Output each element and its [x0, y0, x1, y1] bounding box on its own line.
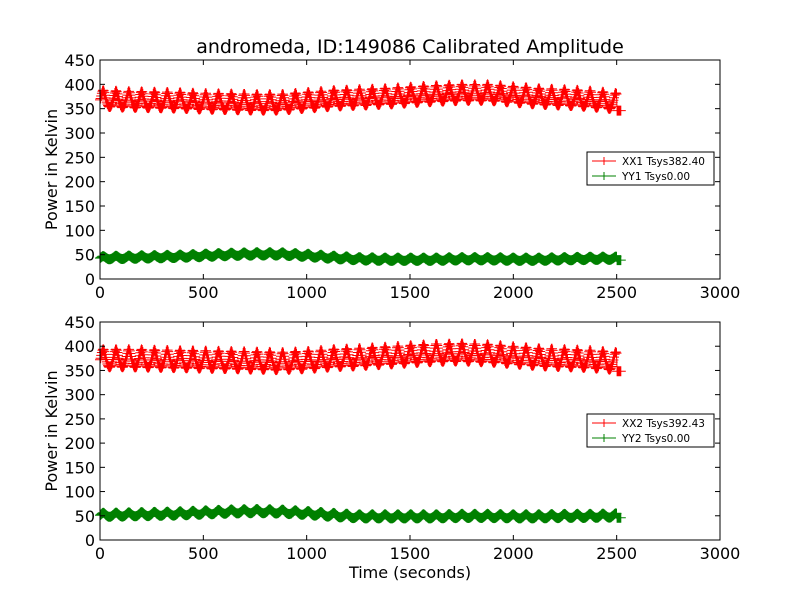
x-tick-label: 0	[95, 544, 105, 563]
legend: XX1 Tsys382.40 YY1 Tsys0.00	[586, 151, 715, 186]
y-tick-label: 450	[64, 313, 95, 332]
y-tick-label: 50	[75, 507, 95, 526]
y-tick-label: 300	[64, 124, 95, 143]
legend-label: YY2 Tsys0.00	[621, 433, 690, 445]
x-tick-label: 3000	[700, 283, 741, 302]
series-xx	[95, 338, 626, 377]
y-tick-label: 100	[64, 221, 95, 240]
x-tick-label: 2000	[493, 544, 534, 563]
chart-title: andromeda, ID:149086 Calibrated Amplitud…	[196, 36, 624, 58]
series-line	[99, 342, 621, 372]
x-tick-label: 1000	[286, 283, 327, 302]
x-tick-label: 2000	[493, 283, 534, 302]
y-tick-label: 200	[64, 173, 95, 192]
legend: XX2 Tsys392.43 YY2 Tsys0.00	[586, 413, 715, 448]
series-line	[99, 508, 621, 519]
y-tick-label: 350	[64, 361, 95, 380]
x-tick-label: 0	[95, 283, 105, 302]
x-tick-label: 500	[188, 283, 219, 302]
series-line	[99, 251, 621, 262]
y-tick-label: 250	[64, 410, 95, 429]
series-yy	[95, 504, 626, 524]
y-tick-label: 350	[64, 100, 95, 119]
legend-label: XX1 Tsys382.40	[622, 156, 705, 168]
y-tick-label: 250	[64, 148, 95, 167]
y-tick-label: 50	[75, 246, 95, 265]
x-tick-label: 2500	[596, 544, 637, 563]
legend-label: YY1 Tsys0.00	[621, 171, 690, 183]
y-tick-label: 400	[64, 75, 95, 94]
x-axis-label: Time (seconds)	[348, 563, 471, 582]
x-tick-label: 1000	[286, 544, 327, 563]
series-line	[99, 83, 621, 112]
legend-label: XX2 Tsys392.43	[622, 418, 705, 430]
x-tick-label: 1500	[390, 544, 431, 563]
y-tick-label: 300	[64, 386, 95, 405]
y-tick-label: 150	[64, 197, 95, 216]
x-tick-label: 3000	[700, 544, 741, 563]
y-tick-label: 100	[64, 483, 95, 502]
x-tick-label: 1500	[390, 283, 431, 302]
top-panel: 0 500 1000 1500 2000 2500 30000501001502002503…	[42, 51, 740, 302]
legend-box	[586, 151, 715, 186]
x-tick-label: 2500	[596, 283, 637, 302]
y-tick-label: 0	[85, 270, 95, 289]
y-tick-label: 150	[64, 458, 95, 477]
y-axis-label: Power in Kelvin	[42, 109, 61, 230]
y-tick-label: 200	[64, 434, 95, 453]
y-axis-label: Power in Kelvin	[42, 370, 61, 491]
legend-box	[586, 413, 715, 448]
y-tick-label: 0	[85, 531, 95, 550]
bottom-panel: 0 500 1000 1500 2000 2500 30000501001502002503…	[42, 313, 740, 582]
y-tick-label: 400	[64, 337, 95, 356]
series-yy	[95, 247, 626, 266]
y-tick-label: 450	[64, 51, 95, 70]
x-tick-label: 500	[188, 544, 219, 563]
